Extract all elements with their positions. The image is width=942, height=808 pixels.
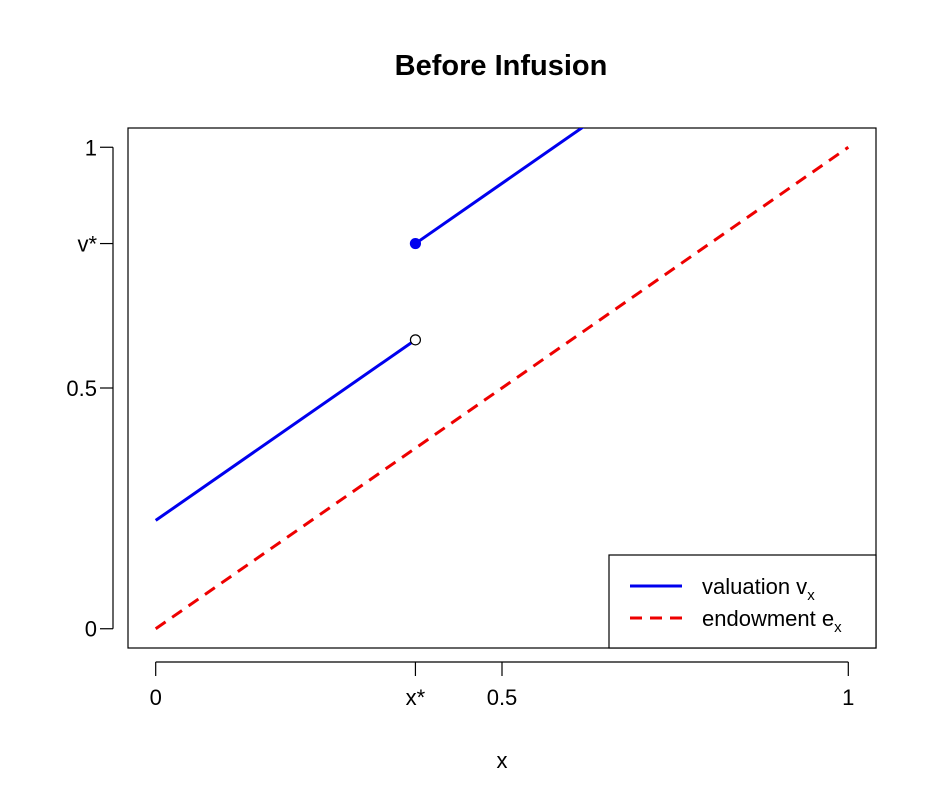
x-tick-label: x* [406, 685, 426, 710]
x-tick-label: 1 [842, 685, 854, 710]
legend-box [608, 554, 877, 649]
x-axis: 0 x* 0.5 1 [150, 661, 854, 710]
marker-layer [409, 237, 422, 346]
x-tick-label: 0 [150, 685, 162, 710]
series-line-valuation [414, 128, 585, 245]
legend-label-subscript: x [807, 587, 815, 604]
series-line-valuation [154, 338, 417, 522]
y-axis: 0 0.5 v* 1 [66, 135, 114, 642]
y-tick-label: 0 [85, 617, 97, 642]
filled-point-marker [409, 237, 422, 250]
open-point-marker [409, 334, 422, 346]
chart-title: Before Infusion [395, 50, 608, 82]
legend-label-subscript: x [834, 619, 842, 636]
series-line-endowment [154, 146, 850, 630]
series-layer [154, 128, 850, 630]
plot-area [127, 127, 877, 649]
y-tick-label: v* [77, 232, 97, 257]
x-axis-label: x [497, 748, 508, 773]
x-tick-label: 0.5 [487, 685, 518, 710]
y-tick-label: 0.5 [66, 376, 97, 401]
y-tick-label: 1 [85, 135, 97, 160]
